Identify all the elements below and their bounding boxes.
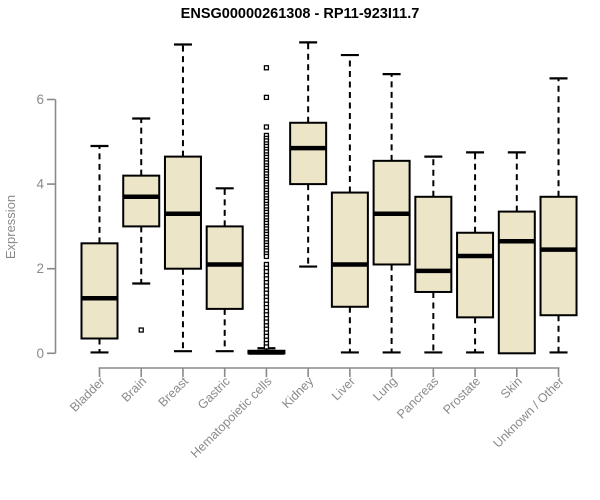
x-tick-label-gastric: Gastric — [195, 374, 233, 412]
chart-title: ENSG00000261308 - RP11-923I11.7 — [180, 6, 420, 22]
y-tick-label: 6 — [36, 92, 44, 107]
x-tick-label-skin: Skin — [498, 374, 525, 401]
y-tick-label: 4 — [36, 177, 44, 192]
boxplot-bladder — [80, 144, 119, 354]
x-tick-label-bladder: Bladder — [67, 374, 107, 414]
boxplot-skin — [497, 151, 536, 355]
outlier-point — [263, 253, 270, 260]
x-tick-label-breast: Breast — [156, 374, 192, 410]
x-tick-label-kidney: Kidney — [279, 374, 316, 411]
iqr-box — [205, 225, 244, 310]
outlier-point — [138, 327, 144, 333]
boxplot-brain — [122, 117, 161, 333]
y-axis-title: Expression — [3, 195, 18, 259]
boxplot-gastric — [205, 187, 244, 353]
outlier-point — [263, 65, 270, 71]
iqr-box — [80, 242, 119, 340]
outlier-point — [263, 344, 270, 350]
iqr-box — [456, 231, 495, 319]
iqr-box — [414, 195, 453, 293]
boxplot-prostate — [456, 151, 495, 354]
x-tick-label-prostate: Prostate — [440, 374, 483, 417]
boxplot-unknown-other — [539, 77, 578, 354]
x-tick-label-brain: Brain — [119, 374, 150, 405]
iqr-box — [289, 121, 328, 186]
outlier-point — [263, 124, 270, 130]
y-tick-label: 2 — [36, 261, 44, 276]
iqr-box — [330, 191, 369, 308]
boxplot-breast — [163, 43, 202, 353]
x-tick-label-pancreas: Pancreas — [394, 374, 441, 421]
boxplot-hematopoietic-cells — [247, 65, 286, 355]
iqr-box — [539, 195, 578, 317]
boxplot-liver — [330, 53, 369, 354]
iqr-box — [497, 210, 536, 355]
x-tick-label-hematopoietic-cells: Hematopoietic cells — [188, 374, 275, 461]
boxplot-pancreas — [414, 155, 453, 354]
x-tick-label-liver: Liver — [329, 374, 358, 403]
iqr-box — [122, 174, 161, 228]
x-tick-label-unknown-other: Unknown / Other — [490, 374, 566, 450]
boxplot-kidney — [289, 41, 328, 268]
y-tick-label: 0 — [36, 346, 44, 361]
x-tick-label-lung: Lung — [370, 374, 400, 404]
outlier-point — [263, 94, 270, 101]
boxplot-lung — [372, 73, 411, 354]
